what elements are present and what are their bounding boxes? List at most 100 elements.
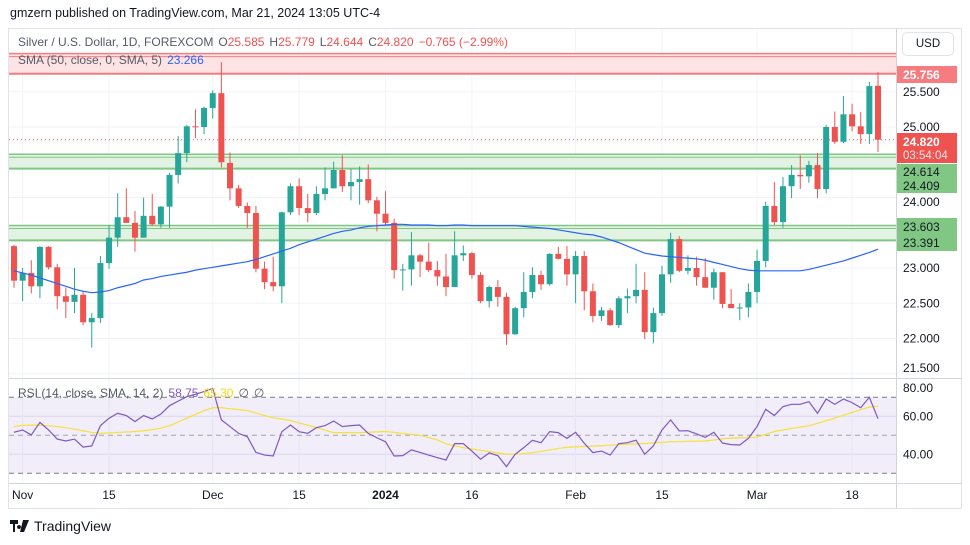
candle[interactable] [45, 246, 52, 270]
candle[interactable] [28, 260, 35, 294]
candle[interactable] [296, 178, 303, 216]
candle[interactable] [875, 72, 881, 153]
price-axis[interactable]: 25.500 25.000 24.000 23.000 22.500 22.000 21.5… [903, 85, 940, 375]
candle[interactable] [555, 246, 562, 260]
candle[interactable] [754, 249, 761, 304]
candle[interactable] [106, 224, 113, 269]
candle[interactable] [114, 193, 121, 247]
candle[interactable] [538, 270, 545, 290]
candle[interactable] [313, 186, 320, 216]
rsi-legend[interactable]: RSI (14, close, SMA, 14, 2) 58.75 65.30 ∅ ∅ [18, 386, 269, 400]
candle[interactable] [460, 245, 467, 261]
candle[interactable] [494, 279, 501, 307]
candle[interactable] [667, 232, 674, 283]
candle[interactable] [175, 136, 182, 184]
candle[interactable] [123, 188, 130, 223]
candle[interactable] [779, 177, 786, 228]
candle[interactable] [520, 272, 527, 318]
candle[interactable] [468, 251, 475, 279]
candle[interactable] [633, 263, 640, 304]
candle[interactable] [261, 261, 268, 290]
candle[interactable] [382, 191, 389, 226]
candle[interactable] [391, 218, 398, 279]
candle[interactable] [304, 193, 311, 223]
candle[interactable] [589, 283, 596, 323]
candle[interactable] [408, 232, 415, 286]
candle[interactable] [840, 95, 847, 144]
candle[interactable] [503, 292, 510, 345]
candle[interactable] [443, 253, 449, 297]
candle[interactable] [97, 256, 104, 323]
candle[interactable] [183, 124, 190, 163]
candle[interactable] [365, 164, 372, 204]
candle[interactable] [486, 285, 493, 308]
candle[interactable] [54, 263, 61, 309]
candle[interactable] [140, 197, 147, 238]
candle[interactable] [710, 268, 717, 300]
candle[interactable] [62, 287, 69, 319]
candle[interactable] [270, 256, 277, 292]
candle[interactable] [762, 201, 769, 268]
candle[interactable] [831, 111, 838, 144]
tradingview-logo[interactable]: TradingView [10, 518, 111, 534]
candle[interactable] [624, 288, 631, 314]
candle[interactable] [529, 267, 536, 299]
candle[interactable] [659, 265, 665, 316]
candle[interactable] [563, 246, 570, 286]
candle[interactable] [235, 184, 242, 209]
candle[interactable] [728, 289, 735, 309]
candle[interactable] [676, 236, 683, 273]
candle[interactable] [771, 181, 778, 225]
candle[interactable] [745, 283, 752, 318]
candle[interactable] [244, 202, 251, 228]
candle[interactable] [209, 90, 216, 119]
candle[interactable] [80, 291, 87, 326]
sma-legend[interactable]: SMA (50, close, 0, SMA, 5) 23.266 [18, 53, 209, 67]
candle[interactable] [166, 172, 173, 228]
candle[interactable] [849, 103, 856, 132]
candle[interactable] [278, 211, 285, 304]
candle[interactable] [399, 263, 406, 291]
candle[interactable] [512, 306, 519, 335]
candle[interactable] [131, 210, 138, 252]
candle[interactable] [702, 258, 709, 288]
candle[interactable] [434, 260, 441, 286]
candle[interactable] [788, 165, 795, 199]
candle[interactable] [572, 251, 579, 304]
candle[interactable] [322, 167, 329, 201]
candle[interactable] [71, 268, 78, 314]
candle[interactable] [347, 169, 354, 201]
candle[interactable] [814, 153, 821, 199]
candle[interactable] [192, 109, 199, 139]
candle[interactable] [330, 161, 337, 189]
rsi-axis[interactable]: 80.00 60.00 40.00 [903, 381, 933, 461]
candle[interactable] [866, 81, 873, 144]
candle[interactable] [736, 303, 743, 321]
candle[interactable] [615, 296, 622, 328]
candle[interactable] [823, 124, 830, 194]
candle[interactable] [287, 183, 294, 216]
time-axis[interactable]: Nov 15 Dec 15 2024 16 Feb 15 Mar 18 [12, 488, 859, 502]
candle[interactable] [693, 256, 700, 286]
candle[interactable] [417, 253, 424, 278]
candle[interactable] [252, 205, 259, 273]
currency-button[interactable]: USD [902, 32, 954, 56]
candle[interactable] [218, 62, 225, 168]
candle[interactable] [650, 307, 657, 344]
candle[interactable] [546, 253, 553, 286]
candle[interactable] [227, 152, 233, 201]
candle[interactable] [36, 246, 43, 299]
symbol-legend[interactable]: Silver / U.S. Dollar, 1D, FOREXCOM O25.58… [18, 35, 513, 49]
candle[interactable] [356, 166, 363, 205]
candle[interactable] [641, 272, 648, 340]
candle[interactable] [88, 313, 95, 348]
candle[interactable] [598, 306, 605, 321]
candle[interactable] [797, 155, 804, 190]
candle[interactable] [581, 251, 588, 311]
candle[interactable] [201, 106, 208, 135]
candle[interactable] [11, 244, 17, 288]
candle[interactable] [157, 205, 164, 228]
candle[interactable] [425, 242, 432, 273]
candle[interactable] [607, 308, 614, 326]
